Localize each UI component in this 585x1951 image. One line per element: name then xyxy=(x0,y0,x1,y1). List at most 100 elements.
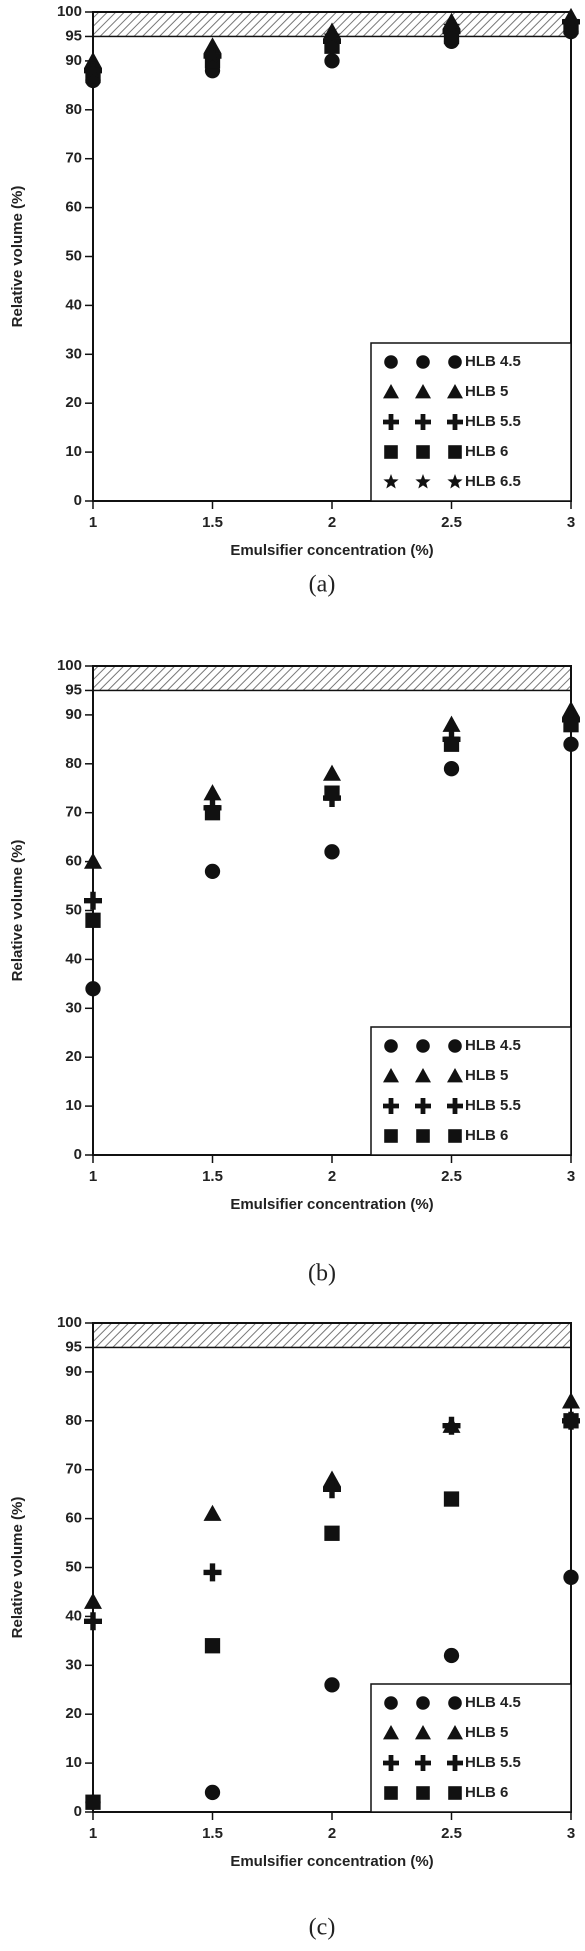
data-point xyxy=(443,761,460,777)
legend-marker xyxy=(415,384,431,399)
y-tick-label: 0 xyxy=(74,1803,82,1820)
data-point xyxy=(203,37,222,54)
y-tick-label: 80 xyxy=(65,1412,82,1429)
legend-label: HLB 5.5 xyxy=(465,413,521,430)
legend-marker xyxy=(383,414,399,430)
data-point xyxy=(84,1592,102,1609)
legend-marker xyxy=(384,355,398,369)
legend-marker xyxy=(416,1786,430,1800)
data-point xyxy=(204,805,221,821)
legend-label: HLB 5.5 xyxy=(465,1097,521,1114)
x-tick-label: 2 xyxy=(328,514,336,531)
x-tick-label: 2.5 xyxy=(441,514,462,531)
legend-marker xyxy=(448,1696,462,1710)
y-tick-label: 80 xyxy=(65,755,82,772)
legend-marker xyxy=(448,1039,462,1053)
y-tick-label: 50 xyxy=(65,1558,82,1575)
data-point xyxy=(443,1491,460,1507)
y-tick-label: 0 xyxy=(74,492,82,509)
data-point xyxy=(562,12,580,30)
y-tick-label: 70 xyxy=(65,1461,82,1478)
y-tick-label: 70 xyxy=(65,150,82,167)
data-point xyxy=(85,1794,101,1810)
legend-marker xyxy=(448,1129,462,1143)
data-point xyxy=(323,764,341,781)
legend-marker xyxy=(447,384,463,399)
legend-marker xyxy=(416,445,430,459)
data-point xyxy=(323,1480,341,1499)
x-tick-label: 1 xyxy=(89,1168,97,1185)
y-tick-label: 30 xyxy=(65,1656,82,1673)
y-tick-label: 50 xyxy=(65,247,82,264)
data-point xyxy=(563,736,579,752)
data-point xyxy=(85,912,101,928)
shaded-band xyxy=(92,665,572,692)
data-point xyxy=(324,785,340,801)
data-point xyxy=(563,1413,579,1429)
x-tick-label: 1.5 xyxy=(202,514,223,531)
data-point xyxy=(562,1392,580,1409)
y-tick-label: 40 xyxy=(65,296,82,313)
y-tick-label: 100 xyxy=(57,3,82,20)
data-point xyxy=(563,717,579,733)
legend-label: HLB 5 xyxy=(465,1067,508,1084)
x-tick-label: 3 xyxy=(567,1168,575,1185)
legend-marker xyxy=(384,1786,398,1800)
legend-marker xyxy=(415,1068,431,1083)
y-tick-label: 30 xyxy=(65,999,82,1016)
legend-marker xyxy=(383,1068,399,1083)
data-point xyxy=(443,28,460,45)
y-tick-label: 95 xyxy=(65,27,82,44)
x-tick-label: 3 xyxy=(567,514,575,531)
data-point xyxy=(203,47,222,64)
legend-marker xyxy=(415,1755,431,1771)
shaded-band xyxy=(92,1322,572,1349)
y-tick-label: 70 xyxy=(65,804,82,821)
data-point xyxy=(442,1416,461,1435)
x-tick-label: 1.5 xyxy=(202,1168,223,1185)
legend-marker xyxy=(384,1129,398,1143)
y-tick-label: 40 xyxy=(65,1607,82,1624)
caption: (c) xyxy=(309,1915,336,1941)
data-point xyxy=(323,1470,341,1487)
y-tick-label: 30 xyxy=(65,345,82,362)
y-axis-label: Relative volume (%) xyxy=(9,186,26,328)
legend-marker xyxy=(415,414,431,430)
x-tick-label: 1 xyxy=(89,514,97,531)
data-point xyxy=(85,67,101,84)
legend-marker xyxy=(384,445,398,459)
legend-marker xyxy=(448,355,462,369)
x-axis-label: Emulsifier concentration (%) xyxy=(230,1196,433,1213)
y-tick-label: 60 xyxy=(65,199,82,216)
legend-marker xyxy=(383,474,399,489)
data-point xyxy=(203,1504,222,1521)
y-tick-label: 20 xyxy=(65,1048,82,1065)
data-point xyxy=(563,19,579,35)
data-point xyxy=(204,1784,221,1801)
y-tick-label: 95 xyxy=(65,681,82,698)
y-tick-label: 90 xyxy=(65,1363,82,1380)
x-tick-label: 1.5 xyxy=(202,1825,223,1842)
y-tick-label: 60 xyxy=(65,853,82,870)
legend-marker xyxy=(447,1098,463,1114)
x-tick-label: 2.5 xyxy=(441,1168,462,1185)
legend-marker xyxy=(383,384,399,399)
data-point xyxy=(442,715,461,732)
data-point xyxy=(204,53,221,69)
data-point xyxy=(324,844,340,860)
legend-marker xyxy=(448,1786,462,1800)
caption: (a) xyxy=(309,572,336,598)
data-point xyxy=(443,1647,460,1664)
legend-label: HLB 6 xyxy=(465,1784,508,1801)
legend-marker xyxy=(447,414,463,430)
y-tick-label: 10 xyxy=(65,1754,82,1771)
legend-label: HLB 5.5 xyxy=(465,1754,521,1771)
x-tick-label: 2 xyxy=(328,1825,336,1842)
data-point xyxy=(324,1677,340,1693)
legend-marker xyxy=(416,355,430,369)
data-point xyxy=(84,51,102,69)
legend-box xyxy=(370,1683,572,1813)
legend-label: HLB 6.5 xyxy=(465,473,521,490)
caption: (b) xyxy=(308,1261,336,1287)
legend-marker xyxy=(384,1696,398,1710)
